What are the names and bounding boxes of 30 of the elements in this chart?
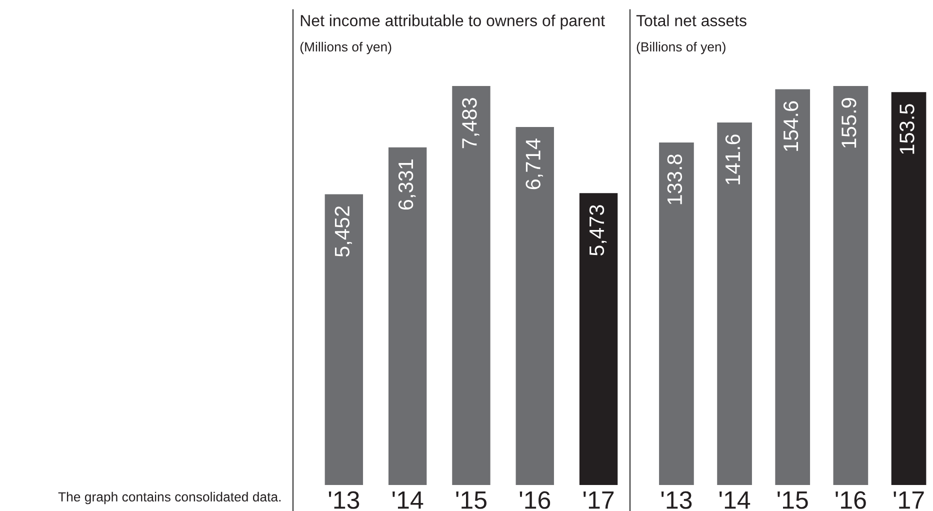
data-label: 6,331 [398,160,416,210]
data-label: 155.9 [842,98,856,148]
data-label: 154.6 [783,101,798,151]
data-label: 5,452 [334,206,352,257]
x-tick-label: '14 [720,491,750,509]
data-label: 141.6 [725,134,740,184]
x-tick-label: '16 [520,491,550,509]
bar [388,147,427,485]
data-label: 7,483 [462,98,480,148]
chart-title: Net income attributable to owners of parent [300,14,605,30]
bar [452,86,490,485]
chart-subtitle: (Billions of yen) [636,42,726,54]
x-tick-label: '14 [392,491,424,509]
x-tick-label: '13 [328,491,360,509]
data-label: 133.8 [667,154,682,204]
bar [516,126,554,485]
chart-subtitle: (Millions of yen) [300,42,392,54]
x-tick-label: '17 [584,491,614,509]
x-tick-label: '17 [894,491,924,509]
data-label: 5,473 [589,205,607,256]
text: The graph contains consolidated data. [58,492,281,504]
data-label: 6,714 [526,138,543,190]
bar [324,194,364,485]
x-tick-label: '15 [778,491,808,509]
data-label: 153.5 [900,104,914,154]
chart-title: Total net assets [636,14,746,26]
x-tick-label: '15 [456,491,486,509]
x-tick-label: '13 [661,491,692,509]
x-tick-label: '16 [836,491,866,509]
bar [579,193,618,485]
